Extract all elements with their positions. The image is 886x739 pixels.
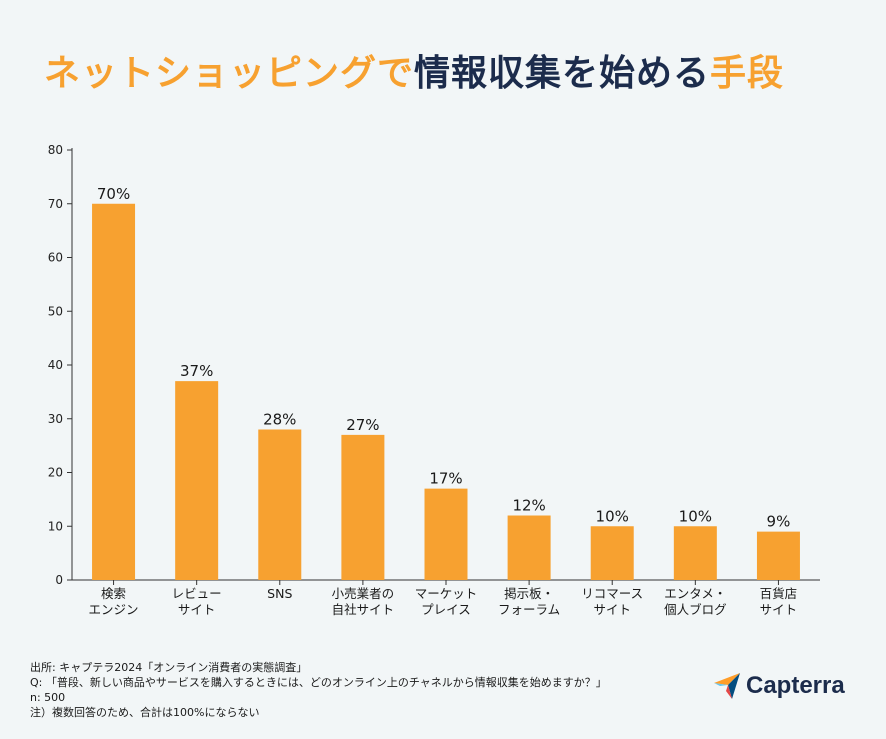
bar	[258, 429, 302, 580]
data-label: 37%	[180, 362, 213, 380]
data-label: 10%	[596, 507, 629, 525]
category-label: 個人ブログ	[664, 602, 727, 617]
data-label: 12%	[512, 497, 545, 515]
y-tick-label: 50	[48, 304, 63, 318]
category-label: 百貨店	[760, 586, 798, 601]
bar	[507, 515, 551, 580]
category-label: プレイス	[421, 602, 471, 617]
data-label: 10%	[679, 507, 712, 525]
category-label: 自社サイト	[332, 602, 395, 617]
data-label: 28%	[263, 411, 296, 429]
category-label: サイト	[178, 602, 216, 617]
data-label: 17%	[429, 470, 462, 488]
category-label: 掲示板・	[504, 586, 554, 601]
data-label: 70%	[97, 185, 130, 203]
category-label: マーケット	[415, 586, 478, 601]
bar	[590, 526, 634, 580]
y-tick-label: 20	[48, 466, 63, 480]
chart-title: ネットショッピングで情報収集を始める手段	[44, 44, 784, 96]
disclaimer-note: 注）複数回答のため、合計は100%にならない	[30, 706, 260, 719]
title-part-3: 手段	[710, 53, 785, 94]
bar	[673, 526, 717, 580]
y-tick-label: 80	[48, 143, 63, 157]
data-label: 27%	[346, 416, 379, 434]
capterra-logo-text: Capterra	[746, 672, 845, 699]
y-tick-label: 60	[48, 251, 63, 265]
capterra-logo: Capterra	[712, 671, 845, 701]
y-tick-label: 70	[48, 197, 63, 211]
data-label: 9%	[767, 513, 791, 531]
category-label: サイト	[593, 602, 631, 617]
category-label: SNS	[267, 586, 292, 601]
footer-notes: 出所: キャプテラ2024「オンライン消費者の実態調査」 Q: 「普段、新しい商…	[30, 660, 607, 720]
bar-chart: 0102030405060708070%検索エンジン37%レビューサイト28%S…	[48, 143, 820, 617]
bar	[175, 381, 219, 580]
title-part-2: 情報収集を始める	[414, 53, 711, 94]
y-tick-label: 40	[48, 358, 63, 372]
category-label: エンジン	[89, 602, 139, 617]
question-note: Q: 「普段、新しい商品やサービスを購入するときには、どのオンライン上のチャネル…	[30, 676, 607, 689]
title-part-1: ネットショッピングで	[44, 53, 415, 94]
bar	[424, 488, 468, 580]
category-label: 検索	[101, 586, 126, 601]
y-tick-label: 0	[55, 573, 63, 587]
category-label: レビュー	[172, 586, 222, 601]
category-label: エンタメ・	[664, 586, 726, 601]
bar	[756, 531, 800, 580]
sample-size-note: n: 500	[30, 691, 66, 704]
category-label: 小売業者の	[332, 586, 395, 601]
y-tick-label: 30	[48, 412, 63, 426]
bar	[341, 434, 385, 580]
category-label: フォーラム	[498, 602, 560, 617]
bar	[92, 203, 136, 580]
capterra-arrow-icon	[714, 673, 740, 699]
category-label: リコマース	[581, 586, 643, 601]
source-note: 出所: キャプテラ2024「オンライン消費者の実態調査」	[30, 661, 308, 674]
category-label: サイト	[760, 602, 798, 617]
y-tick-label: 10	[48, 519, 63, 533]
